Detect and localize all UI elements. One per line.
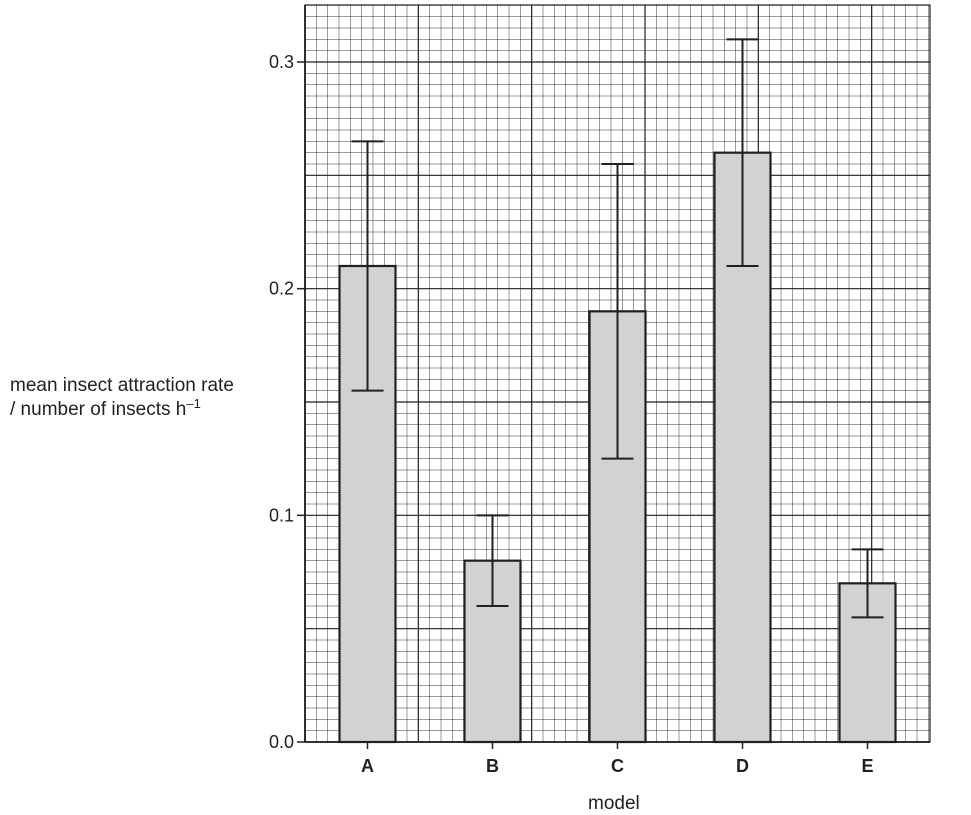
error-bar-b [476,514,509,607]
error-bar-e [851,548,884,619]
x-tick-label-c: C [611,756,624,776]
y-axis-label-line1: mean insect attraction rate [10,375,234,396]
x-tick-label-a: A [361,756,374,776]
y-axis-label-exponent: –1 [186,396,201,411]
x-axis-label: model [588,793,640,814]
y-tick-label: 0.2 [269,279,294,299]
y-axis-label: mean insect attraction rate / number of … [10,374,234,422]
y-tick-label: 0.0 [269,732,294,752]
x-tick-label-e: E [861,756,873,776]
x-tick-label-b: B [486,756,499,776]
error-bars [351,38,884,619]
error-bar-a [351,140,384,392]
error-bar-c [601,163,634,460]
y-axis-label-unit: / number of insects h [10,399,187,420]
y-tick-label: 0.1 [269,505,294,525]
y-axis-label-line2: / number of insects h–1 [10,396,234,422]
x-tick-label-d: D [736,756,749,776]
y-tick-label: 0.3 [269,52,294,72]
error-bar-d [726,38,759,267]
tick-labels: A B C D E 0.0 0.1 0.2 0.3 [269,52,874,776]
bars [338,151,897,744]
